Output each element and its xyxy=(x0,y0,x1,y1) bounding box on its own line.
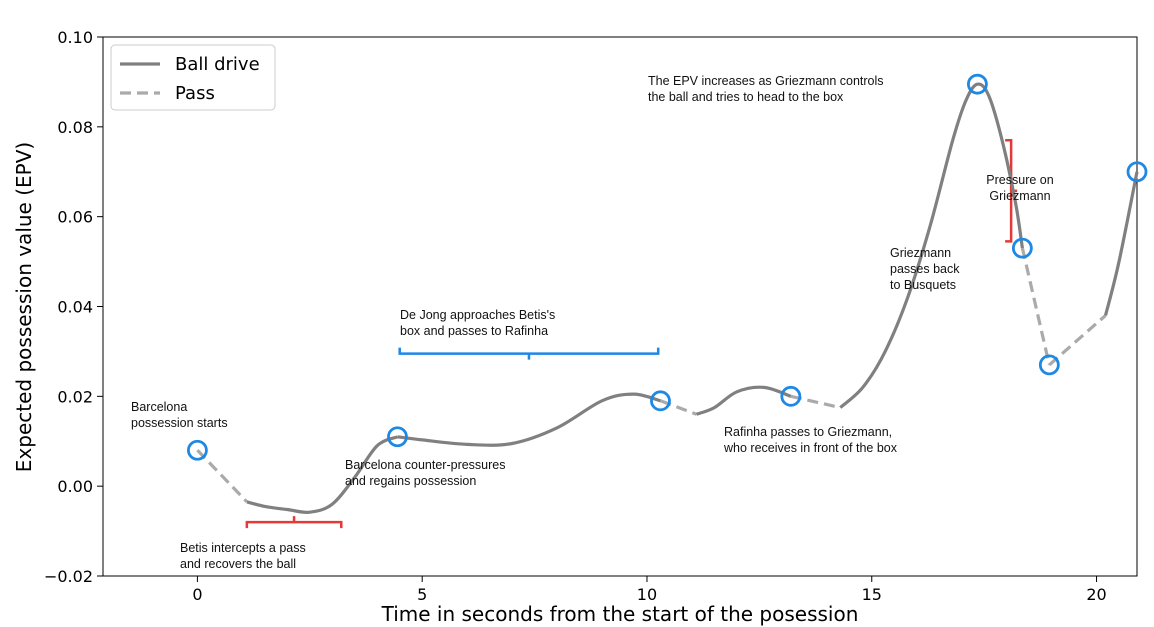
event-marker xyxy=(967,73,988,95)
bracket xyxy=(398,347,660,360)
annotation: Pressure on Griezmann xyxy=(986,173,1053,203)
y-tick-label: 0.02 xyxy=(57,387,93,406)
annotation-line: who receives in front of the box xyxy=(723,441,898,455)
y-axis-title: Expected possession value (EPV) xyxy=(12,142,36,472)
annotation: Griezmann passes back to Busquets xyxy=(890,246,960,292)
event-marker xyxy=(187,439,208,461)
annotation-line: passes back xyxy=(890,262,960,276)
event-marker xyxy=(1126,161,1148,183)
event-marker xyxy=(1011,237,1033,259)
ball-drive-segment xyxy=(1103,171,1139,316)
annotation-line: Rafinha passes to Griezmann, xyxy=(724,425,892,439)
event-marker xyxy=(780,385,802,407)
y-tick-label: 0.10 xyxy=(57,28,93,47)
annotation-line: the ball and tries to head to the box xyxy=(648,90,844,104)
annotation: Barcelona possession starts xyxy=(131,400,228,430)
legend-box xyxy=(110,44,276,111)
legend: Ball drive Pass xyxy=(110,44,276,111)
annotation-line: and recovers the ball xyxy=(180,557,296,571)
annotation: De Jong approaches Betis's box and passes… xyxy=(400,308,555,338)
annotation-line: The EPV increases as Griezmann controls xyxy=(648,74,884,88)
annotation: Rafinha passes to Griezmann, who receives… xyxy=(723,425,898,455)
y-tick-label: 0.00 xyxy=(57,477,93,496)
pass-segment xyxy=(659,399,697,416)
series-lines xyxy=(196,82,1139,514)
annotation-line: Griezmann xyxy=(989,189,1050,203)
x-tick-label: 0 xyxy=(192,585,202,604)
y-tick-label: −0.02 xyxy=(44,567,93,586)
bracket xyxy=(245,516,343,529)
annotation-line: Griezmann xyxy=(890,246,951,260)
y-tick-label: 0.08 xyxy=(57,118,93,137)
y-tick-label: 0.06 xyxy=(57,208,93,227)
event-marker xyxy=(387,426,408,448)
ball-drive-segment xyxy=(695,385,792,416)
legend-label: Pass xyxy=(175,83,215,104)
x-tick-label: 5 xyxy=(417,585,427,604)
annotation: The EPV increases as Griezmann controls t… xyxy=(648,74,884,104)
annotation-line: and regains possession xyxy=(345,474,476,488)
annotation-line: Barcelona xyxy=(131,400,187,414)
event-marker xyxy=(650,390,671,412)
annotation-line: Pressure on xyxy=(986,173,1053,187)
annotation-line: possession starts xyxy=(131,416,228,430)
legend-label: Ball drive xyxy=(175,54,260,75)
annotation-line: De Jong approaches Betis's xyxy=(400,308,555,322)
annotation: Betis intercepts a pass and recovers the … xyxy=(180,541,306,571)
ball-drive-segment xyxy=(397,392,661,447)
event-markers xyxy=(187,73,1148,461)
event-marker xyxy=(1038,354,1060,376)
annotation-line: to Busquets xyxy=(890,278,956,292)
pass-segment xyxy=(196,449,249,504)
x-tick-label: 10 xyxy=(637,585,657,604)
annotation-line: box and passes to Rafinha xyxy=(400,324,548,338)
ball-drive-segment xyxy=(246,435,399,514)
x-tick-label: 15 xyxy=(862,585,882,604)
axes: 0 5 10 15 20 −0.02 0.00 0.02 0.04 0.06 0.08 0.10 xyxy=(44,28,1107,604)
annotations: Barcelona possession starts Betis intercep… xyxy=(131,74,1054,571)
x-axis-title: Time in seconds from the start of the po… xyxy=(381,602,859,626)
x-tick-label: 20 xyxy=(1086,585,1106,604)
y-tick-label: 0.04 xyxy=(57,298,93,317)
plot-frame xyxy=(102,36,1138,577)
pass-segment xyxy=(1048,314,1107,367)
ball-drive-segment xyxy=(839,82,1024,409)
annotation-line: Barcelona counter-pressures xyxy=(345,458,506,472)
pass-segment xyxy=(1020,247,1051,366)
annotation: Barcelona counter-pressures and regains p… xyxy=(345,458,506,488)
annotation-line: Betis intercepts a pass xyxy=(180,541,306,555)
